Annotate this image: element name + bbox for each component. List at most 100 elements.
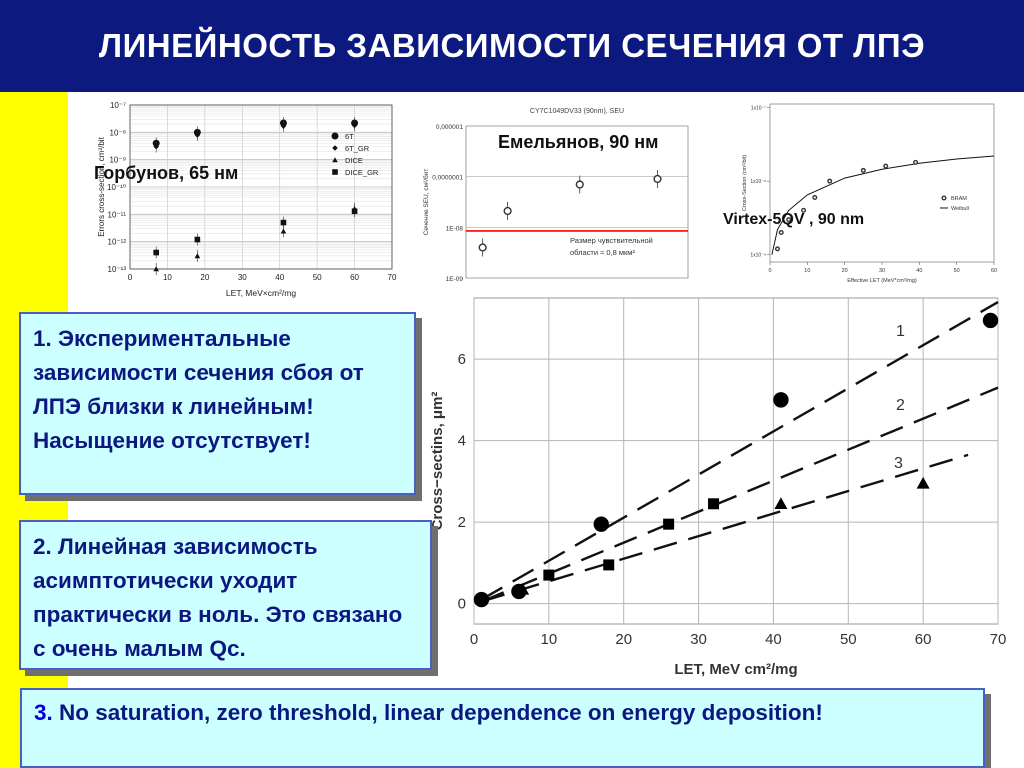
- y-tick-label: 2: [458, 514, 466, 531]
- data-point: [475, 594, 487, 606]
- data-point: [575, 180, 584, 189]
- data-point: [280, 123, 287, 129]
- data-point: [786, 217, 792, 223]
- note-2: 2. Линейная зависимость асимптотически у…: [19, 520, 432, 670]
- data-point: [280, 219, 287, 226]
- chart-main: 0 10 20 30 40 50 60 70 0 2 4 6 LET, MeV cm²/mg Cross−…: [429, 297, 1006, 678]
- data-point: [812, 194, 818, 200]
- chart-title: CY7C1049DV33 (90nm), SEU: [530, 108, 624, 115]
- x-tick-label: 50: [313, 273, 322, 282]
- data-point: [351, 208, 358, 215]
- chart-gorbunov: 10⁻¹³ 10⁻¹² 10⁻¹¹ 10⁻¹⁰ 10⁻⁹ 10⁻⁸ 10⁻⁷ 0 10 20 30 4…: [97, 101, 397, 298]
- line-label: 2: [896, 397, 905, 414]
- y-tick-label: 0,0000001: [432, 175, 463, 182]
- y-axis-label: Cross-Section (cm²/bit): [742, 155, 748, 211]
- note-3-number: 3.: [34, 700, 53, 725]
- y-tick-label: 6: [458, 351, 466, 368]
- x-tick-label: 30: [879, 268, 885, 274]
- plot-frame: [129, 104, 393, 270]
- data-point: [516, 582, 530, 595]
- chart-gorbunov-panel: 10⁻¹³ 10⁻¹² 10⁻¹¹ 10⁻¹⁰ 10⁻⁹ 10⁻⁸ 10⁻⁷ 0 10 20 30 4…: [92, 97, 410, 302]
- title-bar: ЛИНЕЙНОСТЬ ЗАВИСИМОСТИ СЕЧЕНИЯ ОТ ЛПЭ: [0, 0, 1024, 92]
- weibull-curve: [771, 155, 995, 255]
- legend-marker: [941, 195, 947, 201]
- chart-emelyanov-panel: CY7C1049DV33 (90nm), SEU 1E-09 1E-08 0,0000…: [414, 100, 698, 300]
- data-point: [503, 206, 512, 216]
- legend-marker: [332, 169, 338, 175]
- x-tick-label: 50: [954, 268, 960, 274]
- chart-virtex-panel: 0 10 20 30 40 50 60 1x10⁻⁷ 1x10⁻⁸ 1x10⁻⁹ Effective…: [732, 96, 1002, 288]
- data-point: [194, 253, 201, 259]
- chart-main-panel: 0 10 20 30 40 50 60 70 0 2 4 6 LET, MeV cm²/mg Cross−…: [418, 292, 1022, 692]
- data-point: [280, 228, 287, 234]
- x-tick-label: 30: [690, 631, 707, 648]
- legend-marker: [332, 145, 338, 151]
- slide-title: ЛИНЕЙНОСТЬ ЗАВИСИМОСТИ СЕЧЕНИЯ ОТ ЛПЭ: [98, 27, 926, 64]
- y-tick-label: 10⁻¹⁰: [107, 183, 126, 192]
- y-tick-label: 1E-09: [446, 276, 464, 283]
- y-tick-label: 10⁻¹³: [108, 265, 127, 274]
- y-tick-label: 10⁻⁸: [110, 128, 127, 137]
- x-tick-label: 40: [275, 273, 284, 282]
- data-point: [913, 159, 919, 165]
- y-tick-label: 1x10⁻⁸: [750, 179, 766, 185]
- data-point: [708, 498, 720, 510]
- dashed-fit-line: [481, 453, 969, 603]
- data-point: [663, 518, 675, 530]
- data-point: [827, 178, 833, 184]
- line-label: 1: [896, 323, 905, 340]
- legend-label: DICE_GR: [345, 168, 379, 177]
- dashed-fit-line: [480, 301, 999, 601]
- x-tick-label: 30: [238, 273, 247, 282]
- data-point: [774, 497, 788, 509]
- data-point: [982, 312, 999, 329]
- x-tick-label: 60: [915, 631, 932, 648]
- x-axis-label: LET, MeV cm²/mg: [674, 661, 797, 678]
- annotation-line-2: области ≈ 0,8 мкм²: [570, 248, 635, 257]
- legend-label: Weibull: [951, 206, 969, 212]
- line-label: 3: [894, 455, 903, 472]
- data-point: [478, 243, 487, 252]
- y-tick-label: 10⁻¹¹: [108, 210, 127, 219]
- data-point: [194, 132, 201, 138]
- x-tick-label: 0: [470, 631, 478, 648]
- chart-emelyanov: CY7C1049DV33 (90nm), SEU 1E-09 1E-08 0,0000…: [422, 108, 689, 283]
- x-tick-label: 10: [804, 268, 810, 274]
- data-point: [593, 516, 609, 532]
- data-point: [153, 266, 159, 272]
- data-point: [603, 559, 615, 571]
- data-point: [778, 230, 784, 236]
- y-axis-label: Errors cross-section, cm²/bit: [97, 136, 106, 236]
- x-tick-label: 0: [128, 273, 133, 282]
- x-tick-label: 10: [163, 273, 172, 282]
- legend-marker: [331, 132, 339, 140]
- x-tick-label: 40: [765, 631, 782, 648]
- data-point: [653, 174, 662, 184]
- y-tick-label: 10⁻¹²: [108, 238, 127, 247]
- x-tick-label: 10: [541, 631, 558, 648]
- caption-emelyanov: Емельянов, 90 нм: [498, 132, 659, 152]
- x-tick-label: 70: [388, 273, 397, 282]
- y-tick-label: 1x10⁻⁷: [751, 106, 766, 112]
- y-axis-label: Сечение SEU, см²/бит: [422, 169, 430, 236]
- data-point: [194, 236, 201, 243]
- x-axis-label: LET, MeV×cm²/mg: [226, 288, 296, 298]
- annotation-line-1: Размер чувствительной: [570, 236, 653, 245]
- data-point: [774, 246, 780, 252]
- x-tick-label: 40: [916, 268, 922, 274]
- x-axis-label: Effective LET (MeV*cm²/mg): [847, 278, 917, 284]
- y-tick-label: 10⁻⁷: [110, 101, 126, 110]
- data-point: [860, 167, 866, 173]
- x-tick-label: 20: [842, 268, 848, 274]
- legend-label: BRAM: [951, 196, 967, 202]
- x-tick-label: 20: [200, 273, 209, 282]
- note-3: 3. No saturation, zero threshold, linear…: [20, 688, 985, 768]
- x-tick-label: 0: [768, 268, 771, 274]
- note-3-text: No saturation, zero threshold, linear de…: [52, 700, 823, 725]
- y-tick-label: 0: [458, 596, 466, 613]
- x-tick-label: 60: [350, 273, 359, 282]
- legend-label: DICE: [345, 156, 363, 165]
- y-axis-label: Cross−sectins, μm²: [429, 392, 446, 531]
- x-tick-label: 60: [991, 268, 997, 274]
- chart-virtex: 0 10 20 30 40 50 60 1x10⁻⁷ 1x10⁻⁸ 1x10⁻⁹ Effective…: [742, 103, 997, 284]
